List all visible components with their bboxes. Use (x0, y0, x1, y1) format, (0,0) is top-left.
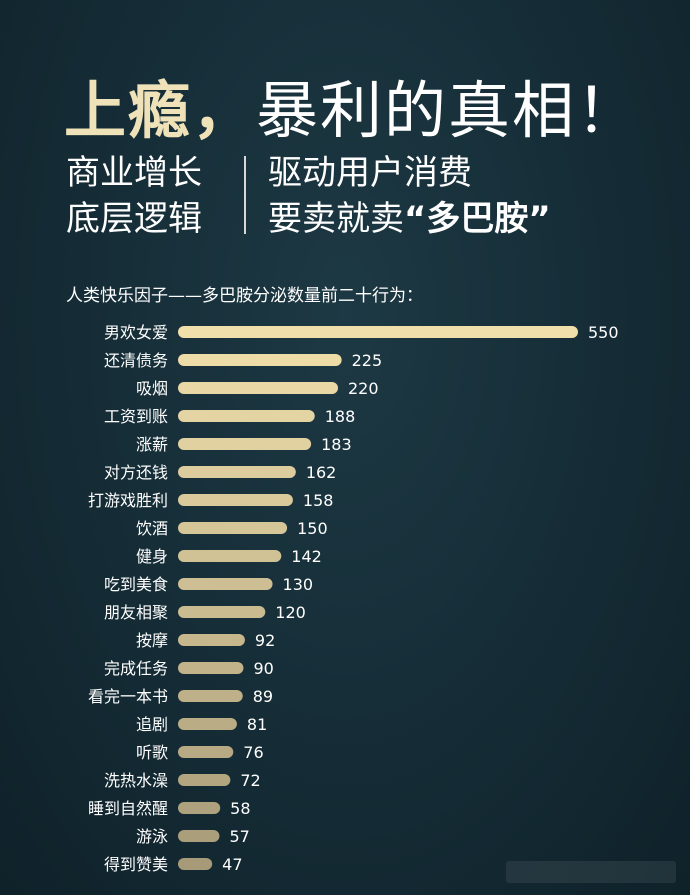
category-label: 听歌 (136, 743, 168, 762)
value-label: 130 (283, 575, 314, 594)
bar (178, 746, 234, 758)
title-main: 上瘾， (64, 74, 257, 147)
subtitle-right-line-1: 驱动用户消费 (268, 153, 472, 193)
category-label: 打游戏胜利 (88, 491, 168, 510)
bar (178, 326, 578, 338)
category-label: 男欢女爱 (104, 323, 168, 342)
category-label: 游泳 (136, 827, 168, 846)
value-label: 162 (306, 463, 337, 482)
bar (178, 634, 245, 646)
bar (178, 494, 293, 506)
bar (178, 382, 338, 394)
bar (178, 830, 220, 842)
category-label: 饮酒 (136, 519, 168, 538)
value-label: 81 (247, 715, 267, 734)
subtitle-left-line-1: 商业增长 (66, 153, 202, 193)
value-label: 76 (243, 743, 263, 762)
bar (178, 578, 273, 590)
category-label: 涨薪 (136, 435, 168, 454)
subtitle-right: 驱动用户消费 要卖就卖“多巴胺” (268, 150, 551, 240)
category-label: 按摩 (136, 631, 168, 650)
subtitle-right-line-2: 要卖就卖“多巴胺” (268, 196, 551, 242)
category-label: 健身 (136, 547, 168, 566)
value-label: 225 (352, 351, 383, 370)
subtitle-left: 商业增长 底层逻辑 (66, 150, 202, 240)
bar (178, 802, 221, 814)
bar (178, 858, 213, 870)
category-label: 工资到账 (104, 407, 168, 426)
bar (178, 718, 237, 730)
category-label: 睡到自然醒 (88, 799, 168, 818)
category-label: 追剧 (136, 715, 168, 734)
bar (178, 354, 342, 366)
bar (178, 438, 312, 450)
subtitle-right-highlight: “多巴胺” (404, 199, 551, 239)
subtitle-divider (244, 156, 246, 234)
category-label: 吸烟 (136, 379, 168, 398)
value-label: 58 (230, 799, 250, 818)
value-label: 90 (253, 659, 273, 678)
category-label: 得到赞美 (104, 855, 168, 874)
bar (178, 410, 315, 422)
value-label: 188 (325, 407, 356, 426)
value-label: 183 (321, 435, 352, 454)
bar (178, 522, 288, 534)
page-title: 上瘾，暴利的真相！ (64, 60, 640, 150)
title-rest: 暴利的真相！ (256, 74, 641, 147)
value-label: 47 (222, 855, 242, 874)
bar (178, 550, 282, 562)
category-label: 完成任务 (104, 659, 168, 678)
bar (178, 774, 231, 786)
value-label: 220 (348, 379, 379, 398)
chart-caption: 人类快乐因子——多巴胺分泌数量前二十行为： (66, 286, 423, 306)
bar (178, 662, 244, 674)
category-label: 对方还钱 (104, 463, 168, 482)
category-label: 还清债务 (104, 351, 168, 370)
bar (178, 690, 243, 702)
category-label: 朋友相聚 (104, 603, 168, 622)
subtitle-right-prefix: 要卖就卖 (268, 199, 404, 239)
value-label: 92 (255, 631, 275, 650)
watermark (506, 861, 676, 883)
value-label: 150 (297, 519, 328, 538)
value-label: 158 (303, 491, 334, 510)
subtitle-left-line-2: 底层逻辑 (66, 199, 202, 239)
bar (178, 606, 266, 618)
value-label: 550 (588, 323, 619, 342)
category-label: 洗热水澡 (104, 771, 168, 790)
bar (178, 466, 296, 478)
value-label: 142 (291, 547, 322, 566)
value-label: 89 (253, 687, 273, 706)
category-label: 吃到美食 (104, 575, 168, 594)
category-label: 看完一本书 (88, 687, 168, 706)
value-label: 120 (275, 603, 306, 622)
value-label: 57 (229, 827, 249, 846)
value-label: 72 (240, 771, 260, 790)
